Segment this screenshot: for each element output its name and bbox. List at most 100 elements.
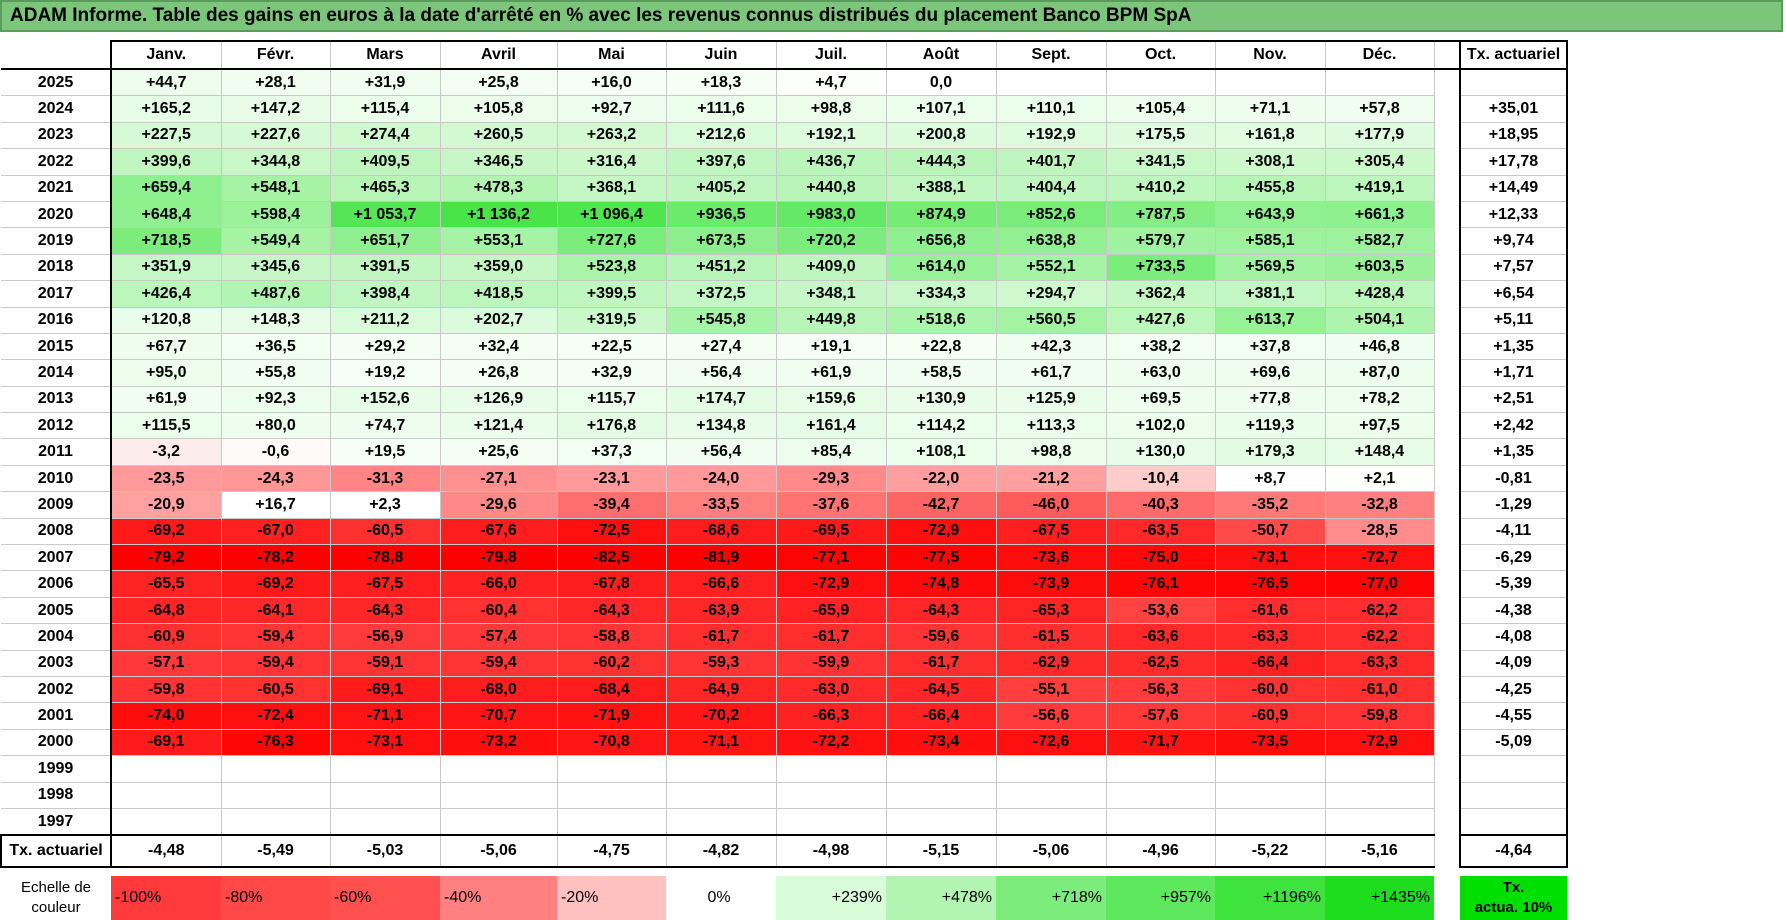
gain-cell[interactable]: +97,5 [1324,412,1435,440]
gain-cell[interactable]: -61,5 [995,623,1107,651]
gain-cell[interactable]: +25,8 [439,68,558,97]
gain-cell[interactable]: -69,1 [110,728,222,757]
gain-cell[interactable]: -63,5 [1105,517,1216,546]
gain-cell[interactable]: -79,8 [439,544,558,572]
gain-cell[interactable] [220,781,331,809]
gain-cell[interactable]: -59,8 [110,675,222,704]
gain-cell[interactable] [329,807,441,836]
gain-cell[interactable]: -61,7 [885,649,997,677]
gain-cell[interactable]: +8,7 [1214,464,1326,493]
gain-cell[interactable]: -61,7 [665,623,777,651]
gain-cell[interactable]: +77,8 [1214,385,1326,414]
gain-cell[interactable]: +159,6 [775,385,887,414]
gain-cell[interactable]: +397,6 [665,148,777,176]
gain-cell[interactable] [329,781,441,809]
gain-cell[interactable]: +733,5 [1105,253,1216,282]
gain-cell[interactable]: +22,5 [556,332,667,361]
gain-cell[interactable]: +61,9 [775,359,887,387]
gain-cell[interactable]: +651,7 [329,227,441,255]
gain-cell[interactable]: +69,5 [1105,385,1216,414]
gain-cell[interactable]: -72,9 [885,517,997,546]
gain-cell[interactable]: +936,5 [665,200,777,229]
gain-cell[interactable]: +401,7 [995,148,1107,176]
gain-cell[interactable]: -64,8 [110,596,222,625]
gain-cell[interactable]: +523,8 [556,253,667,282]
gain-cell[interactable]: +16,7 [220,491,331,519]
gain-cell[interactable]: -57,6 [1105,702,1216,730]
gain-cell[interactable]: -68,4 [556,675,667,704]
gain-cell[interactable]: -72,9 [775,570,887,598]
gain-cell[interactable]: +451,2 [665,253,777,282]
gain-cell[interactable]: -29,3 [775,464,887,493]
gain-cell[interactable]: -67,5 [329,570,441,598]
gain-cell[interactable]: -74,8 [885,570,997,598]
gain-cell[interactable]: +110,1 [995,95,1107,123]
gain-cell[interactable]: +603,5 [1324,253,1435,282]
gain-cell[interactable]: -59,8 [1324,702,1435,730]
gain-cell[interactable]: +42,3 [995,332,1107,361]
gain-cell[interactable]: +1 136,2 [439,200,558,229]
gain-cell[interactable]: -56,9 [329,623,441,651]
gain-cell[interactable]: +455,8 [1214,174,1326,202]
gain-cell[interactable]: +553,1 [439,227,558,255]
gain-cell[interactable]: +569,5 [1214,253,1326,282]
gain-cell[interactable]: +346,5 [439,148,558,176]
gain-cell[interactable]: +518,6 [885,306,997,334]
gain-cell[interactable]: +852,6 [995,200,1107,229]
gain-cell[interactable]: +2,1 [1324,464,1435,493]
gain-cell[interactable]: +409,0 [775,253,887,282]
gain-cell[interactable]: -67,6 [439,517,558,546]
gain-cell[interactable]: +120,8 [110,306,222,334]
gain-cell[interactable]: +58,5 [885,359,997,387]
gain-cell[interactable]: +585,1 [1214,227,1326,255]
gain-cell[interactable] [1324,807,1435,836]
gain-cell[interactable]: +107,1 [885,95,997,123]
gain-cell[interactable] [1105,807,1216,836]
gain-cell[interactable]: +28,1 [220,68,331,97]
gain-cell[interactable]: -73,2 [439,728,558,757]
gain-cell[interactable]: +161,8 [1214,121,1326,150]
gain-cell[interactable]: +175,5 [1105,121,1216,150]
gain-cell[interactable] [1324,781,1435,809]
gain-cell[interactable]: +661,3 [1324,200,1435,229]
gain-cell[interactable]: -64,1 [220,596,331,625]
gain-cell[interactable]: -63,9 [665,596,777,625]
gain-cell[interactable]: +46,8 [1324,332,1435,361]
gain-cell[interactable]: +71,1 [1214,95,1326,123]
gain-cell[interactable]: -31,3 [329,464,441,493]
gain-cell[interactable] [556,807,667,836]
gain-cell[interactable]: -59,3 [665,649,777,677]
gain-cell[interactable]: -46,0 [995,491,1107,519]
gain-cell[interactable]: +92,3 [220,385,331,414]
gain-cell[interactable]: +381,1 [1214,280,1326,308]
gain-cell[interactable]: +362,4 [1105,280,1216,308]
gain-cell[interactable]: +134,8 [665,412,777,440]
gain-cell[interactable]: +80,0 [220,412,331,440]
gain-cell[interactable]: -66,4 [1214,649,1326,677]
gain-cell[interactable]: +404,4 [995,174,1107,202]
gain-cell[interactable]: -28,5 [1324,517,1435,546]
gain-cell[interactable] [1105,755,1216,783]
gain-cell[interactable]: +18,3 [665,68,777,97]
gain-cell[interactable]: -57,4 [439,623,558,651]
gain-cell[interactable]: +19,1 [775,332,887,361]
gain-cell[interactable]: +78,2 [1324,385,1435,414]
gain-cell[interactable]: -67,5 [995,517,1107,546]
gain-cell[interactable]: +1 053,7 [329,200,441,229]
gain-cell[interactable] [556,781,667,809]
gain-cell[interactable]: -77,1 [775,544,887,572]
gain-cell[interactable]: +549,4 [220,227,331,255]
gain-cell[interactable]: +165,2 [110,95,222,123]
gain-cell[interactable]: +405,2 [665,174,777,202]
gain-cell[interactable]: +428,4 [1324,280,1435,308]
gain-cell[interactable]: -72,6 [995,728,1107,757]
gain-cell[interactable] [1324,755,1435,783]
gain-cell[interactable]: +348,1 [775,280,887,308]
gain-cell[interactable] [995,807,1107,836]
gain-cell[interactable]: -24,3 [220,464,331,493]
gain-cell[interactable]: +316,4 [556,148,667,176]
gain-cell[interactable]: +334,3 [885,280,997,308]
gain-cell[interactable]: -59,1 [329,649,441,677]
gain-cell[interactable]: +19,5 [329,438,441,466]
gain-cell[interactable]: -32,8 [1324,491,1435,519]
